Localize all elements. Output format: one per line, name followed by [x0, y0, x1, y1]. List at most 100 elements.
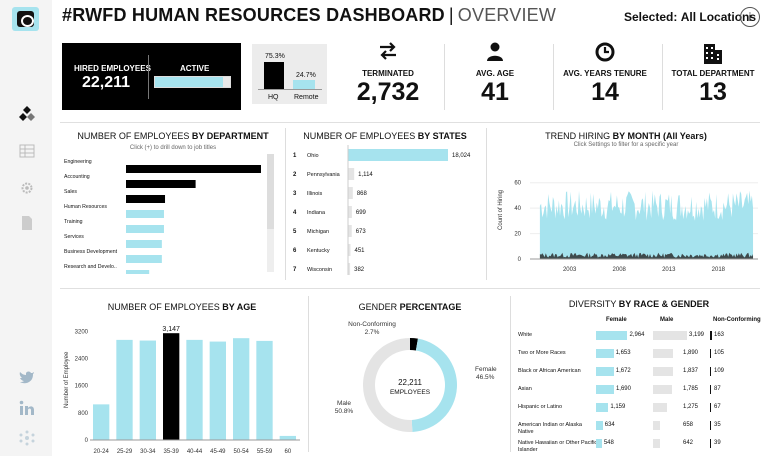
diversity-nc-value: 109	[714, 368, 725, 374]
kpi-value: 14	[591, 78, 619, 106]
age-bar	[209, 341, 226, 440]
location-selector[interactable]: Selected: All Locations	[624, 10, 756, 24]
department-bar	[126, 210, 164, 218]
active-progress-bar	[154, 76, 231, 88]
trend-area-secondary	[539, 252, 754, 259]
state-rank: 4	[293, 210, 297, 216]
department-bar	[126, 270, 150, 274]
diversity-nc-bar	[710, 331, 712, 340]
state-label: Michigan	[307, 229, 329, 235]
department-bar	[126, 165, 261, 173]
states-chart: 1 Ohio 18,024 2 Pennsylvania 1,114 3 Illinois 86…	[293, 145, 471, 275]
person-icon	[487, 42, 503, 61]
gender-label-pct: 2.7%	[365, 329, 380, 336]
diversity-race-label: Hispanic or Latino	[518, 404, 563, 410]
diversity-race-label: White	[518, 332, 533, 338]
diversity-column-header: Female	[606, 317, 627, 323]
diversity-male-value: 642	[683, 440, 694, 446]
age-bar	[116, 339, 133, 440]
network-icon[interactable]	[19, 430, 35, 446]
department-label: Accounting	[64, 174, 90, 180]
age-x-tick: 20-24	[93, 449, 109, 455]
state-rank: 3	[293, 191, 297, 197]
state-value: 382	[354, 267, 365, 273]
diversity-male-value: 3,199	[688, 332, 704, 338]
trend-x-tick: 2003	[563, 267, 577, 273]
title-separator: |	[448, 5, 454, 25]
document-icon[interactable]	[19, 215, 35, 231]
gender-center-value: 22,211	[398, 378, 422, 387]
age-x-tick: 55-59	[257, 449, 273, 455]
diversity-panel-title: DIVERSITY BY RACE & GENDER	[568, 299, 710, 309]
department-panel-title: NUMBER OF EMPLOYEES BY DEPARTMENT	[77, 131, 269, 141]
hired-label: HIRED EMPLOYEES	[74, 64, 151, 73]
diversity-male-bar	[653, 403, 667, 412]
state-rank: 2	[293, 172, 297, 178]
diamond-grid-icon[interactable]	[19, 105, 35, 121]
diversity-race-label: Black or African American	[518, 368, 581, 374]
hq-bar	[264, 61, 284, 89]
age-bar	[163, 333, 180, 440]
diversity-male-bar	[653, 331, 687, 340]
trend-x-tick: 2008	[613, 267, 627, 273]
age-panel-title: NUMBER OF EMPLOYEES BY AGE	[107, 302, 257, 312]
diversity-race-label: Native Hawaiian or Other Pacific Islande…	[518, 440, 598, 453]
department-bar	[126, 180, 196, 188]
linkedin-icon[interactable]	[19, 400, 35, 416]
exchange-arrows-icon	[380, 42, 396, 60]
twitter-icon[interactable]	[19, 369, 35, 385]
age-bar	[139, 340, 156, 440]
kpi-avg-age: AVG. AGE 41	[452, 38, 538, 112]
diversity-male-value: 1,275	[683, 404, 699, 410]
diversity-female-bar	[596, 421, 603, 430]
diversity-nc-bar	[710, 349, 712, 358]
diversity-male-bar	[653, 439, 660, 448]
diversity-nc-value: 87	[714, 386, 721, 392]
department-label: Human Resources	[64, 204, 107, 210]
diversity-female-value: 2,964	[629, 332, 645, 338]
diversity-nc-bar	[710, 385, 712, 394]
page-title: #RWFD HUMAN RESOURCES DASHBOARD | OVERVIEW	[62, 5, 556, 26]
age-chart: Number of Employee 3200 2400 1600 800 0 20-24 2…	[64, 326, 300, 455]
dashboard-subtitle: OVERVIEW	[457, 5, 557, 25]
diversity-female-value: 1,159	[610, 404, 626, 410]
age-bar	[93, 404, 110, 440]
diversity-female-value: 1,653	[615, 350, 631, 356]
info-button[interactable]: i	[740, 7, 760, 27]
diversity-male-value: 1,837	[683, 368, 699, 374]
trend-y-tick: 0	[518, 257, 522, 263]
diversity-table: Female Male Non-Conforming White 2,964 3,199 1…	[514, 312, 764, 455]
app-logo[interactable]	[12, 7, 39, 31]
kpi-label: TOTAL DEPARTMENT	[671, 69, 755, 78]
state-bar	[348, 263, 351, 275]
trend-x-tick: 2013	[662, 267, 676, 273]
diversity-nc-value: 105	[714, 350, 725, 356]
state-value: 451	[355, 248, 366, 254]
state-value: 673	[356, 229, 367, 235]
state-rank: 5	[293, 229, 297, 235]
gender-label-name: Non-Conforming	[348, 321, 396, 328]
diversity-race-label: Two or More Races	[518, 350, 566, 356]
states-panel-title: NUMBER OF EMPLOYEES BY STATES	[303, 131, 467, 141]
gender-slice-male	[362, 338, 413, 432]
diversity-female-bar	[596, 349, 614, 358]
building-icon	[704, 44, 722, 64]
trend-y-label: Count of Hiring	[498, 190, 504, 230]
table-icon[interactable]	[19, 143, 35, 159]
kpi-total-department: TOTAL DEPARTMENT 13	[668, 38, 758, 112]
diversity-female-value: 548	[603, 440, 614, 446]
age-bar	[186, 339, 203, 440]
state-value: 699	[356, 210, 367, 216]
gender-label-pct: 46.5%	[476, 374, 495, 381]
diversity-male-bar	[653, 349, 674, 358]
state-label: Illinois	[307, 191, 323, 197]
state-rank: 7	[293, 267, 297, 273]
gear-icon[interactable]	[19, 180, 35, 196]
state-bar	[348, 168, 355, 180]
remote-bar	[293, 80, 315, 89]
gender-label-pct: 50.8%	[335, 408, 354, 415]
department-bar	[126, 225, 164, 233]
diversity-female-bar	[596, 331, 628, 340]
remote-percentage: 24.7%	[296, 72, 316, 79]
diversity-race-label: Asian	[518, 386, 532, 392]
